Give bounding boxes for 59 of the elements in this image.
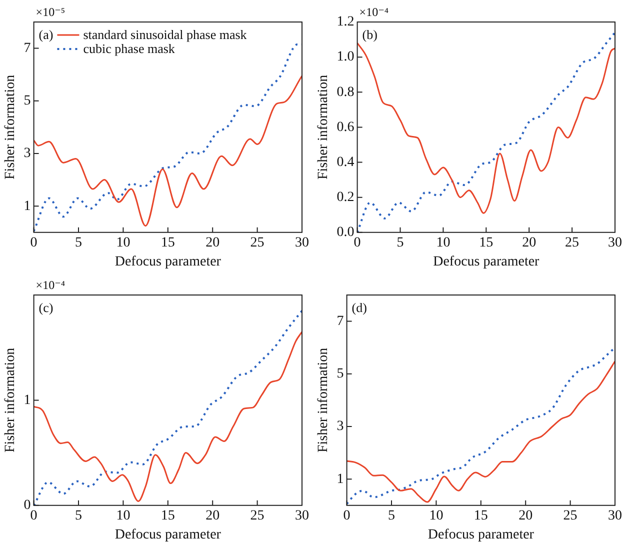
- y-tick-label: 0.0: [336, 225, 354, 240]
- y-tick-label: 1: [24, 198, 31, 214]
- x-tick-label: 25: [563, 508, 578, 524]
- y-tick-label: 3: [336, 419, 344, 434]
- annotation: (a): [38, 27, 54, 42]
- y-tick-label: 0.6: [336, 120, 354, 135]
- text: ×10⁻⁴: [36, 278, 66, 292]
- x-tick-label: 10: [116, 508, 130, 524]
- x-axis-title: Defocus parameter: [428, 527, 534, 542]
- annotation: (c): [38, 300, 54, 315]
- y-tick-label: 1: [24, 392, 31, 408]
- x-tick-label: 25: [250, 508, 264, 524]
- x-tick-label: 10: [436, 235, 450, 250]
- legend-label: cubic phase mask: [83, 41, 176, 56]
- y-tick-label: 5: [336, 366, 344, 382]
- annotation: (b): [362, 27, 378, 42]
- x-tick-label: 30: [295, 235, 309, 250]
- x-tick-label: 15: [160, 235, 175, 250]
- x-tick-label: 15: [160, 508, 175, 524]
- y-axis-title: Fisher information: [3, 74, 18, 180]
- y-tick-label: 0: [24, 498, 31, 514]
- x-axis-title: Defocus parameter: [433, 254, 540, 270]
- x-tick-label: 25: [565, 235, 580, 250]
- y-tick-label: 7: [336, 314, 344, 329]
- legend-label: standard sinusoidal phase mask: [83, 27, 248, 42]
- x-tick-label: 10: [429, 508, 444, 524]
- y-tick-label: 0.4: [336, 154, 354, 170]
- x-tick-label: 20: [522, 235, 536, 250]
- y-tick-label: 5: [24, 94, 31, 109]
- x-tick-label: 20: [206, 508, 220, 524]
- x-tick-label: 20: [206, 235, 220, 250]
- x-tick-label: 20: [518, 508, 533, 524]
- x-tick-label: 5: [388, 508, 395, 524]
- annotation: (d): [352, 300, 367, 315]
- text: ×10⁻⁴: [359, 5, 389, 19]
- y-tick-label: 1.0: [336, 50, 354, 65]
- x-tick-label: 5: [396, 235, 404, 250]
- y-tick-label: 0.2: [336, 190, 354, 206]
- y-tick-label: 7: [24, 40, 31, 56]
- x-tick-label: 10: [116, 235, 130, 250]
- x-axis-title: Defocus parameter: [114, 527, 222, 542]
- x-tick-label: 30: [608, 235, 622, 250]
- x-tick-label: 25: [250, 235, 264, 250]
- x-tick-label: 5: [75, 235, 82, 250]
- y-axis-title: Fisher information: [316, 74, 332, 180]
- y-axis-title: Fisher information: [3, 348, 18, 453]
- line-series: [34, 75, 302, 227]
- text: ×10⁻⁵: [36, 5, 66, 19]
- y-tick-label: 3: [24, 146, 31, 162]
- y-tick-label: 1.2: [336, 14, 354, 30]
- x-tick-label: 30: [608, 508, 622, 524]
- x-tick-label: 15: [479, 235, 494, 250]
- y-axis-title: Fisher information: [316, 348, 332, 453]
- y-tick-label: 0.8: [336, 84, 354, 100]
- x-tick-label: 30: [295, 508, 309, 524]
- y-tick-label: 1: [336, 472, 344, 487]
- x-axis-title: Defocus parameter: [114, 254, 222, 270]
- x-tick-label: 5: [75, 508, 82, 524]
- x-tick-label: 15: [474, 508, 488, 524]
